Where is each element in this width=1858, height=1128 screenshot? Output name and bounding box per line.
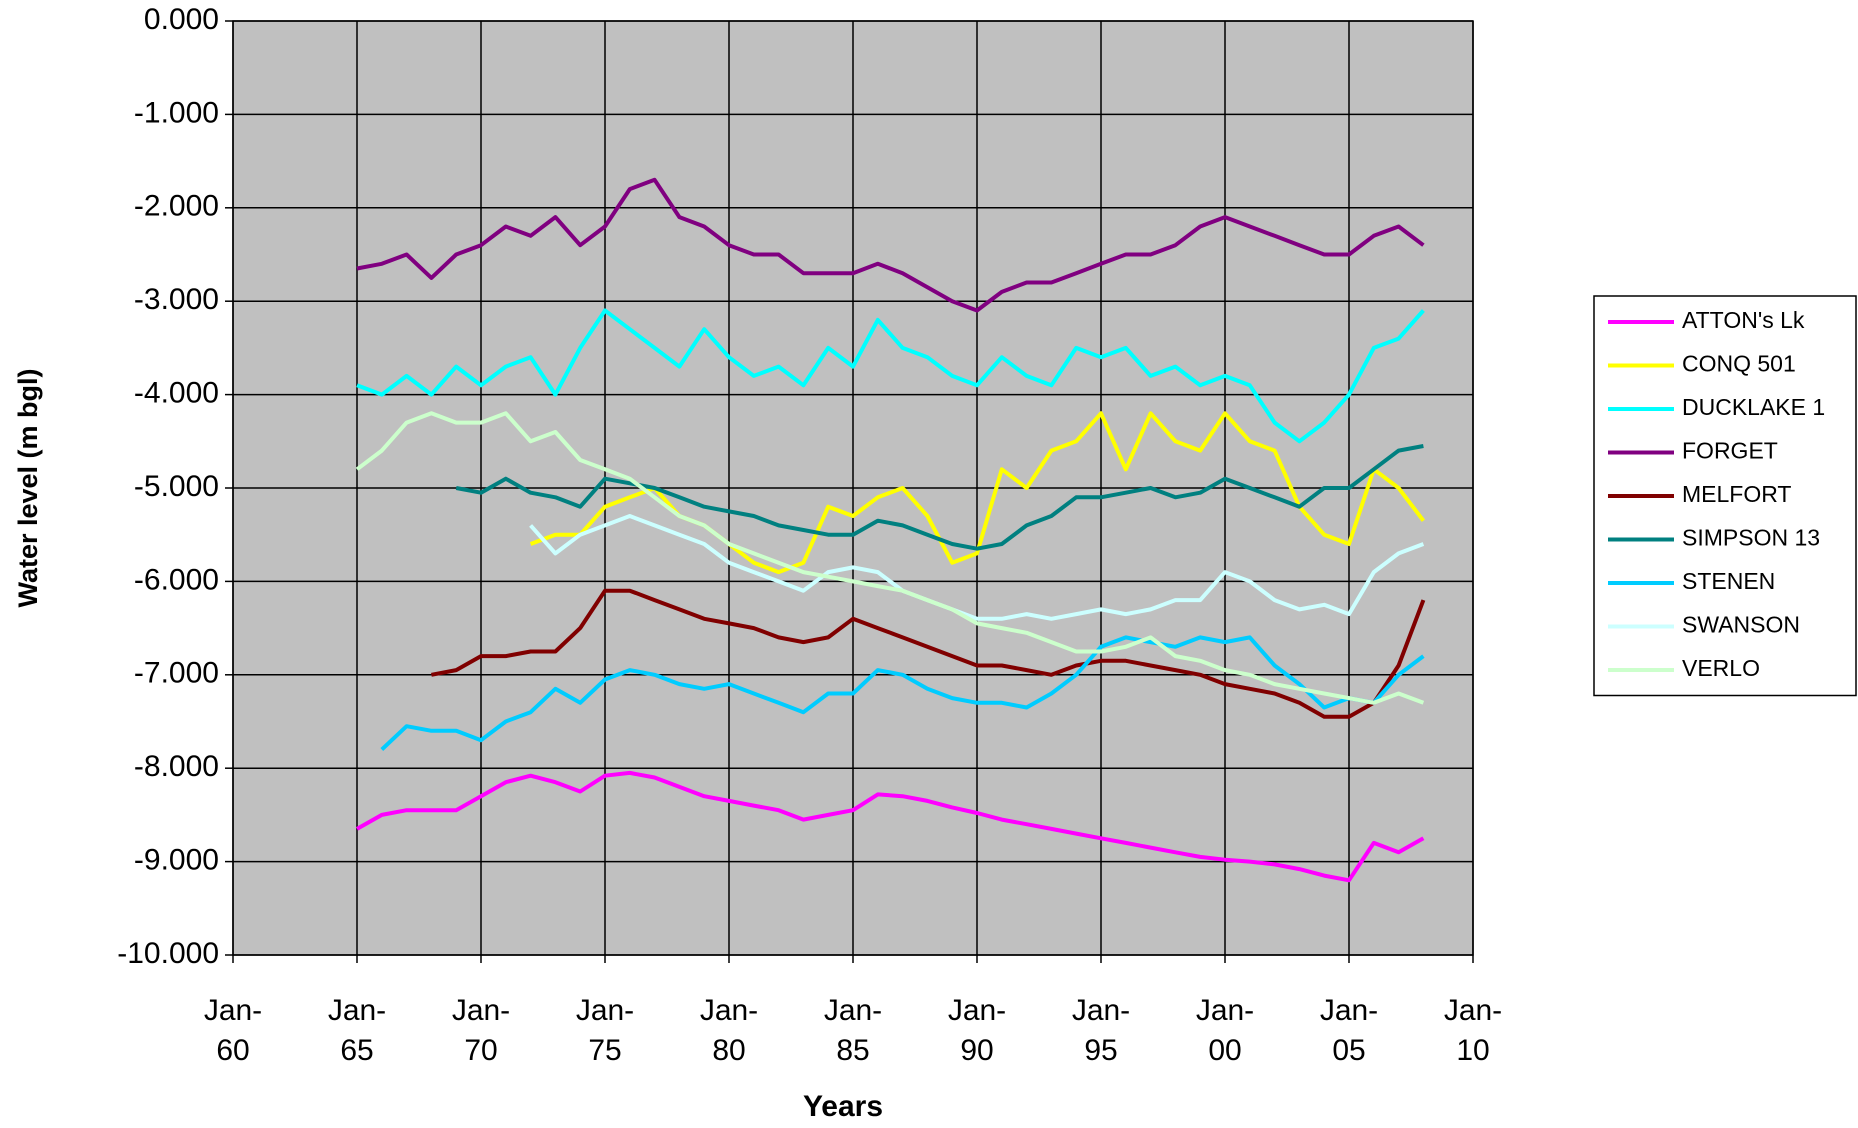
y-tick-label: -7.000: [134, 657, 219, 690]
series-line: [529, 514, 1425, 621]
x-tick-label: Jan- 05: [1319, 994, 1379, 1067]
x-tick-label: Jan- 60: [203, 994, 263, 1067]
series-line: [356, 308, 1425, 444]
y-axis-title: Water level (m bgl): [13, 368, 43, 607]
y-tick-label: 0.000: [144, 3, 219, 36]
series-line: [431, 588, 1426, 719]
y-tick-label: -9.000: [134, 844, 219, 877]
legend-label: SIMPSON 13: [1682, 525, 1820, 551]
series-line: [356, 770, 1425, 883]
y-tick-label: -6.000: [134, 563, 219, 596]
x-tick-label: Jan- 75: [575, 994, 635, 1067]
y-tick-label: -10.000: [117, 937, 219, 970]
series-line: [455, 444, 1424, 551]
x-tick-label: Jan- 95: [1071, 994, 1131, 1067]
y-tick-label: -2.000: [134, 190, 219, 223]
x-axis-title: Years: [803, 1090, 883, 1123]
legend-label: CONQ 501: [1682, 351, 1796, 377]
y-tick-label: -1.000: [134, 96, 219, 129]
x-tick-label: Jan- 85: [823, 994, 883, 1067]
y-tick-label: -3.000: [134, 283, 219, 316]
series-line: [356, 177, 1425, 313]
legend-label: STENEN: [1682, 568, 1775, 594]
x-tick-label: Jan- 80: [699, 994, 759, 1067]
x-tick-label: Jan- 90: [947, 994, 1007, 1067]
legend-label: VERLO: [1682, 655, 1760, 681]
plot-border: [232, 20, 1474, 956]
x-tick-label: Jan- 65: [327, 994, 387, 1067]
series-line: [380, 635, 1425, 751]
legend-label: MELFORT: [1682, 481, 1791, 507]
legend-label: DUCKLAKE 1: [1682, 394, 1825, 420]
x-tick-label: Jan- 10: [1443, 994, 1503, 1067]
legend-label: FORGET: [1682, 438, 1778, 464]
y-tick-label: -5.000: [134, 470, 219, 503]
x-tick-label: Jan- 00: [1195, 994, 1255, 1067]
y-tick-label: -4.000: [134, 377, 219, 410]
legend-label: SWANSON: [1682, 612, 1800, 638]
series-line: [355, 411, 1425, 705]
x-tick-label: Jan- 70: [451, 994, 511, 1067]
y-tick-label: -8.000: [134, 750, 219, 783]
legend-label: ATTON's Lk: [1682, 307, 1805, 333]
